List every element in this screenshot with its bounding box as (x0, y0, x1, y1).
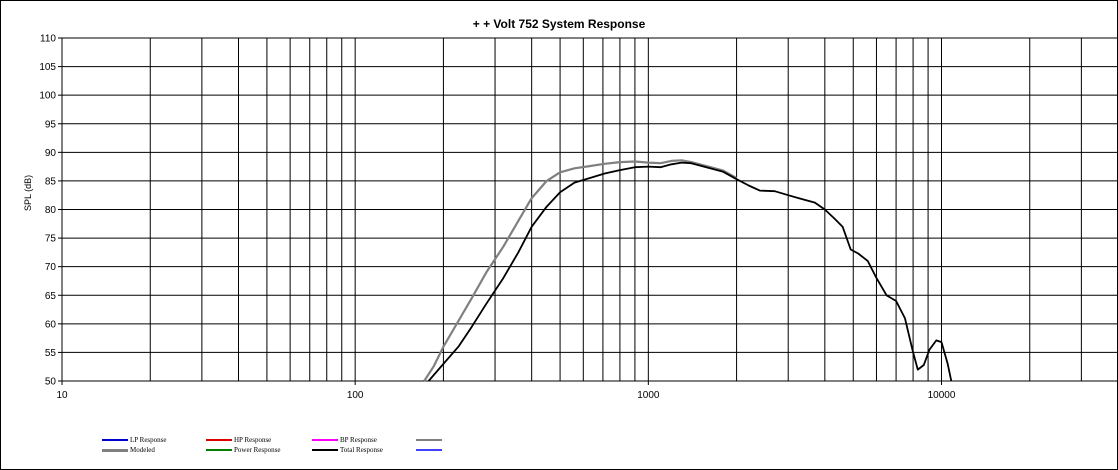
legend-label: Modeled (130, 446, 155, 454)
y-tick-label: 65 (45, 291, 57, 302)
legend-swatch (206, 449, 232, 451)
y-tick-label: 90 (45, 148, 57, 159)
legend-label: HP Response (234, 436, 272, 444)
legend-item-power: Power Response (206, 445, 280, 455)
y-tick-label: 85 (45, 176, 57, 187)
legend-label: LP Response (130, 436, 167, 444)
legend-swatch (312, 449, 338, 451)
legend-label: Total Response (340, 446, 383, 454)
legend-swatch (416, 439, 442, 441)
chart-title: + + Volt 752 System Response (472, 17, 646, 31)
y-tick-label: 110 (40, 34, 56, 45)
legend-item-bp: BP Response (312, 435, 377, 445)
legend-swatch (102, 448, 128, 452)
series-line-modeled (423, 159, 738, 382)
y-tick-label: 50 (45, 377, 57, 388)
y-tick-label: 95 (45, 119, 57, 130)
y-tick-label: 75 (45, 234, 57, 245)
y-tick-label: 70 (45, 262, 57, 273)
legend-swatch (416, 449, 442, 451)
y-tick-label: 100 (39, 91, 56, 102)
x-tick-label: 1000 (637, 390, 660, 401)
y-tick-label: 105 (39, 62, 56, 73)
x-tick-label: 10 (56, 390, 68, 401)
legend-item-hp: HP Response (206, 435, 271, 445)
legend-swatch (312, 439, 338, 441)
legend-swatch (206, 439, 232, 441)
x-tick-label: 100 (347, 390, 364, 401)
y-tick-label: 80 (45, 205, 57, 216)
legend-item-blank-grey (416, 435, 444, 445)
legend-label: BP Response (340, 436, 377, 444)
legend-swatch (102, 439, 128, 441)
legend-item-blank-blue (416, 445, 444, 455)
y-tick-label: 55 (45, 348, 57, 359)
y-tick-label: 60 (45, 319, 57, 330)
x-tick-label: 10000 (928, 390, 956, 401)
legend: LP Response HP Response BP Response Mode… (0, 433, 1118, 463)
legend-item-total: Total Response (312, 445, 383, 455)
legend-item-lp: LP Response (102, 435, 167, 445)
legend-label: Power Response (234, 446, 281, 454)
legend-item-modeled: Modeled (102, 445, 155, 455)
series-line-total-response (427, 161, 953, 382)
